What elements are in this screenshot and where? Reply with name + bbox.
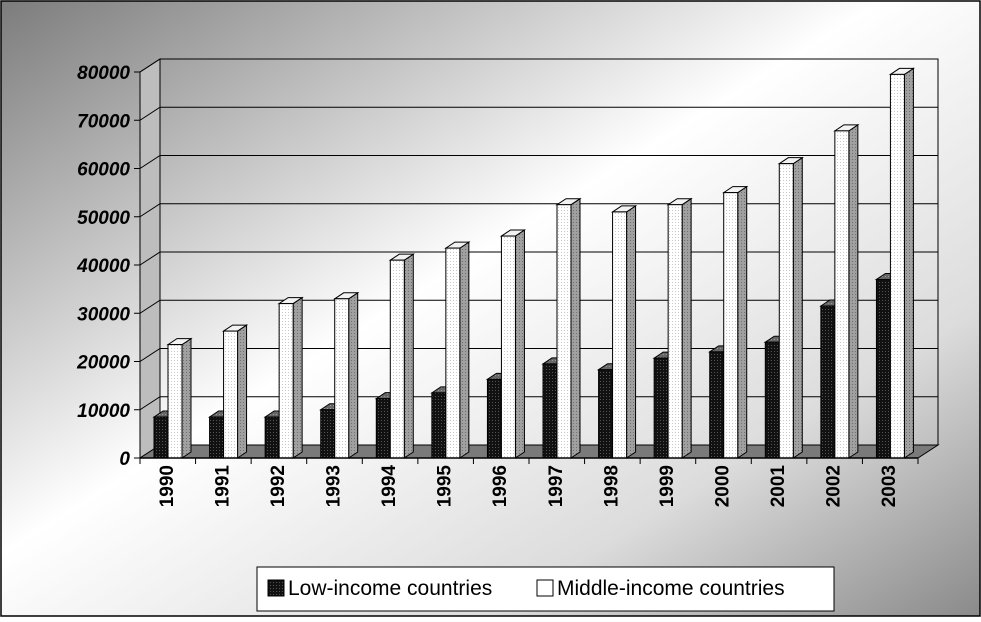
x-tick-label-1997: 1997	[546, 465, 567, 507]
bar-side	[181, 337, 192, 459]
x-tick-label-2003: 2003	[879, 465, 900, 507]
y-tick-label: 60000	[77, 160, 130, 181]
bar-front	[264, 416, 280, 459]
bar-middle-income-1993	[333, 291, 360, 459]
bar-front	[334, 298, 350, 459]
bar-middle-income-1999	[666, 197, 693, 459]
bar-front	[153, 416, 169, 459]
bar-side	[737, 185, 748, 459]
bar-front	[875, 278, 891, 459]
bar-front	[667, 204, 683, 459]
gridline	[139, 155, 938, 169]
x-tick-label-1993: 1993	[324, 465, 345, 507]
y-tick-label: 30000	[77, 304, 130, 325]
bar-middle-income-2003	[888, 67, 916, 459]
bar-front	[223, 330, 239, 459]
x-tick-label-1990: 1990	[157, 465, 178, 507]
y-axis: 0 10000 20000 30000 40000 50000 60000 70000 8000…	[76, 63, 141, 470]
bar-middle-income-1990	[166, 337, 193, 459]
x-tick-label-2002: 2002	[824, 465, 845, 507]
bar-front	[723, 192, 739, 459]
legend-label-middle-income: Middle-income countries	[557, 577, 785, 600]
y-tick-label: 0	[119, 449, 130, 470]
floor	[138, 444, 940, 459]
bar-front	[389, 259, 405, 459]
bar-front	[889, 73, 905, 459]
bar-front	[612, 211, 628, 459]
x-tick-label-2000: 2000	[713, 465, 734, 507]
bar-side	[237, 324, 248, 459]
bar-side	[570, 197, 581, 459]
bar-side	[459, 241, 470, 459]
x-tick-label-1995: 1995	[435, 465, 456, 508]
x-tick-label-1999: 1999	[657, 465, 678, 507]
bar-middle-income-1991	[221, 324, 249, 459]
gridline	[139, 106, 938, 121]
bar-side	[514, 229, 525, 459]
bar-middle-income-1997	[555, 197, 582, 459]
bars	[152, 67, 916, 459]
bar-front	[320, 409, 336, 459]
legend-swatch-low-income	[267, 579, 285, 597]
bar-middle-income-2002	[833, 123, 860, 459]
bar-front	[500, 235, 516, 459]
y-tick-label: 10000	[77, 401, 130, 422]
bar-side	[681, 197, 692, 459]
legend-swatch-middle-income	[536, 579, 554, 597]
bar-front	[709, 351, 725, 459]
bar-front	[542, 363, 558, 459]
bar-front	[598, 369, 614, 459]
bar-middle-income-1992	[277, 296, 304, 459]
bar-front	[556, 204, 572, 459]
bar-side	[348, 291, 359, 459]
legend-label-low-income: Low-income countries	[288, 577, 492, 600]
bar-front	[431, 392, 447, 459]
bar-front	[834, 130, 850, 459]
legend: Low-income countries Middle-income count…	[256, 566, 835, 612]
bar-front	[445, 247, 461, 459]
x-tick-label-1994: 1994	[379, 465, 400, 508]
bar-middle-income-1994	[388, 253, 415, 459]
bar-front	[486, 378, 502, 459]
bar-front	[764, 341, 780, 459]
x-tick-label-1998: 1998	[601, 465, 622, 507]
x-axis: 1990 1991 1992 1993 1994 1995 1996 1997 1998 1999…	[139, 457, 919, 508]
bar-middle-income-1995	[444, 241, 471, 459]
y-tick-label: 70000	[77, 111, 130, 132]
y-tick-label: 80000	[77, 63, 130, 84]
x-tick-label-1992: 1992	[268, 465, 289, 507]
bar-middle-income-1998	[610, 204, 638, 459]
bar-front	[778, 163, 794, 459]
bar-front	[209, 416, 225, 459]
bar-front	[375, 398, 391, 459]
x-tick-label-1991: 1991	[212, 465, 233, 508]
bar-side	[903, 67, 914, 459]
bar-front	[653, 357, 669, 459]
bar-middle-income-1996	[499, 229, 527, 459]
bar-side	[403, 253, 414, 459]
bar-side	[292, 296, 303, 459]
bar-side	[848, 123, 859, 459]
bar-middle-income-2001	[777, 156, 804, 459]
bar-side	[792, 156, 803, 459]
y-tick-label: 20000	[76, 353, 130, 374]
x-tick-label-1996: 1996	[490, 465, 511, 507]
y-tick-label: 40000	[76, 256, 130, 277]
bar-side	[626, 204, 637, 459]
bar-front	[278, 303, 294, 459]
x-tick-label-2001: 2001	[768, 465, 789, 508]
bar-front	[167, 344, 183, 459]
gridline	[139, 58, 938, 73]
bar-front	[820, 305, 836, 459]
bar-middle-income-2000	[722, 185, 749, 459]
y-tick-label: 50000	[77, 208, 130, 229]
